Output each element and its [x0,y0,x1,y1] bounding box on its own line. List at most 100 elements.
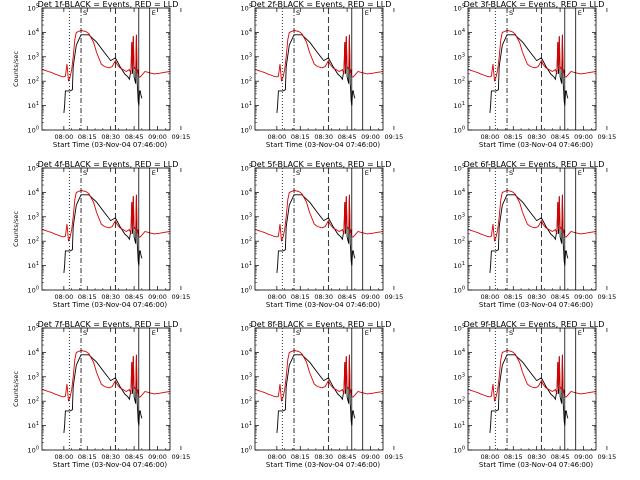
x-tick-label: 08:15 [78,293,97,301]
x-axis-label: Start Time (03-Nov-04 07:46:00) [266,461,380,469]
x-tick-label: 08:00 [54,133,73,141]
x-tick-label: 08:45 [125,133,144,141]
lld-series-line [468,30,596,82]
x-tick-label: 08:30 [101,293,120,301]
end-marker-glyph: E [578,9,582,17]
x-tick-label: 09:15 [385,133,404,141]
x-tick-label: 09:00 [361,133,380,141]
x-tick-label: 08:00 [267,133,286,141]
y-tick-label: 105 [454,164,465,173]
panel-title: Det 1f-BLACK = Events, RED = LLD [38,0,179,9]
y-tick-label: 105 [241,4,252,13]
x-tick-label: 09:15 [172,133,191,141]
events-series-line [63,354,143,433]
y-tick-label: 100 [454,446,465,455]
x-axis-label: Start Time (03-Nov-04 07:46:00) [266,301,380,309]
plot-frame [467,327,597,451]
y-tick-label: 100 [28,126,39,135]
y-tick-label: 103 [454,372,465,381]
y-tick-label: 101 [241,421,252,430]
lld-series-line [42,190,170,242]
plot-frame [254,7,384,131]
x-tick-label: 08:30 [101,453,120,461]
panel-title: Det 6f-BLACK = Events, RED = LLD [464,160,605,169]
y-tick-label: 100 [454,286,465,295]
x-tick-label: 08:30 [314,293,333,301]
y-tick-label: 102 [241,237,252,246]
x-tick-label: 08:30 [527,453,546,461]
x-tick-label: 08:00 [267,453,286,461]
y-tick-label: 101 [454,261,465,270]
y-tick-label: 103 [241,52,252,61]
x-axis-label: Start Time (03-Nov-04 07:46:00) [53,141,167,149]
x-tick-label: 08:45 [551,293,570,301]
start-marker-glyph: S [296,169,300,177]
lld-series-line [42,30,170,82]
x-tick-label: 09:00 [574,453,593,461]
y-tick-label: 105 [241,164,252,173]
y-tick-label: 105 [454,4,465,13]
x-tick-label: 08:15 [504,453,523,461]
y-tick-label: 105 [28,164,39,173]
y-tick-label: 105 [241,324,252,333]
panel-title: Det 9f-BLACK = Events, RED = LLD [464,320,605,329]
start-marker-glyph: S [296,329,300,337]
panel-title: Det 7f-BLACK = Events, RED = LLD [38,320,179,329]
y-tick-label: 100 [241,126,252,135]
y-tick-label: 100 [28,286,39,295]
x-tick-label: 08:45 [551,453,570,461]
panel-title: Det 4f-BLACK = Events, RED = LLD [38,160,179,169]
y-tick-label: 103 [28,212,39,221]
start-marker-glyph: S [509,169,513,177]
y-tick-label: 104 [28,28,39,37]
x-tick-label: 09:15 [598,453,617,461]
y-tick-label: 101 [241,261,252,270]
panel-title: Det 3f-BLACK = Events, RED = LLD [464,0,605,9]
x-tick-label: 09:00 [361,453,380,461]
y-tick-label: 100 [241,446,252,455]
panel-title: Det 2f-BLACK = Events, RED = LLD [251,0,392,9]
x-tick-label: 09:15 [385,293,404,301]
y-tick-label: 103 [454,212,465,221]
x-tick-label: 09:15 [172,293,191,301]
y-tick-label: 102 [454,77,465,86]
x-tick-label: 08:30 [527,133,546,141]
plot-frame [41,7,171,131]
y-tick-label: 104 [28,188,39,197]
x-tick-label: 08:30 [314,453,333,461]
events-series-line [489,34,569,113]
x-tick-label: 08:45 [338,133,357,141]
y-tick-label: 105 [454,324,465,333]
x-axis-label: Start Time (03-Nov-04 07:46:00) [53,301,167,309]
x-tick-label: 08:45 [551,133,570,141]
end-marker-glyph: E [365,329,369,337]
y-tick-label: 101 [28,421,39,430]
end-marker-glyph: E [152,329,156,337]
y-tick-label: 104 [241,348,252,357]
end-marker-glyph: E [365,169,369,177]
x-tick-label: 08:00 [480,293,499,301]
x-tick-label: 09:00 [148,293,167,301]
end-marker-glyph: E [578,329,582,337]
y-axis-label: Counts/sec [12,371,20,407]
x-tick-label: 08:30 [314,133,333,141]
x-tick-label: 08:45 [125,293,144,301]
y-tick-label: 105 [28,4,39,13]
events-series-line [63,194,143,273]
x-tick-label: 08:45 [338,453,357,461]
x-axis-label: Start Time (03-Nov-04 07:46:00) [266,141,380,149]
events-series-line [276,34,356,113]
end-marker-glyph: E [365,9,369,17]
x-tick-label: 08:30 [101,133,120,141]
y-tick-label: 104 [454,28,465,37]
y-tick-label: 103 [454,52,465,61]
plot-frame [41,167,171,291]
x-tick-label: 08:15 [78,453,97,461]
y-tick-label: 104 [241,188,252,197]
y-axis-label: Counts/sec [12,211,20,247]
y-tick-label: 103 [241,372,252,381]
